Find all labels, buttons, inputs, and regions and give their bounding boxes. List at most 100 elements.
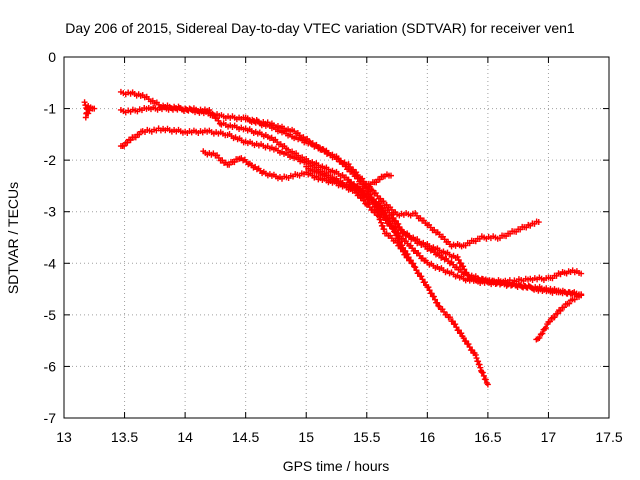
x-tick-label: 15.5 xyxy=(353,429,380,445)
series-trace-5 xyxy=(200,148,413,264)
data-point xyxy=(381,211,388,218)
data-point xyxy=(454,253,461,260)
x-tick-label: 13.5 xyxy=(111,429,138,445)
data-point xyxy=(455,257,462,264)
data-point xyxy=(428,290,435,297)
data-point xyxy=(425,284,432,291)
data-point xyxy=(388,172,394,179)
data-point xyxy=(551,314,558,321)
data-point xyxy=(391,226,398,233)
x-tick-label: 17 xyxy=(541,429,557,445)
series-trace-4 xyxy=(117,125,585,299)
series-layer xyxy=(81,88,585,388)
data-point xyxy=(404,251,411,258)
data-point xyxy=(397,239,404,246)
data-point xyxy=(394,232,401,239)
data-point xyxy=(402,247,409,254)
data-point xyxy=(379,222,386,229)
data-point xyxy=(535,219,542,226)
data-point xyxy=(457,260,464,267)
data-point xyxy=(378,219,385,226)
data-point xyxy=(482,376,489,383)
data-point xyxy=(460,263,467,270)
x-axis-title: GPS time / hours xyxy=(283,458,390,474)
data-point xyxy=(375,202,382,209)
data-point xyxy=(389,222,396,229)
y-tick-label: -2 xyxy=(44,152,57,168)
data-point xyxy=(378,205,385,212)
data-point xyxy=(81,99,88,106)
x-tick-label: 16.5 xyxy=(474,429,501,445)
data-point xyxy=(410,260,417,267)
data-point xyxy=(484,381,491,388)
data-point xyxy=(418,273,425,280)
data-point xyxy=(419,276,426,283)
x-tick-label: 17.5 xyxy=(595,429,622,445)
chart-title: Day 206 of 2015, Sidereal Day-to-day VTE… xyxy=(65,20,575,36)
data-point xyxy=(375,213,382,220)
data-point xyxy=(384,214,391,221)
data-point xyxy=(405,254,412,261)
data-point xyxy=(430,293,437,300)
x-tick-label: 13 xyxy=(56,429,72,445)
data-point xyxy=(313,141,320,148)
data-point xyxy=(479,369,486,376)
data-point xyxy=(124,139,131,146)
data-point xyxy=(473,355,480,362)
data-point xyxy=(578,270,585,277)
data-point xyxy=(381,226,388,233)
x-tick-label: 16 xyxy=(420,429,436,445)
data-point xyxy=(412,264,419,271)
data-point xyxy=(426,287,433,294)
data-point xyxy=(561,304,568,311)
data-point xyxy=(396,235,403,242)
y-axis-title: SDTVAR / TECUs xyxy=(5,182,21,294)
data-point xyxy=(447,314,454,321)
data-point xyxy=(477,364,484,371)
data-point xyxy=(475,358,482,365)
data-point xyxy=(536,334,543,341)
data-point xyxy=(578,292,585,299)
data-point xyxy=(460,335,467,342)
data-point xyxy=(421,279,428,286)
data-point xyxy=(407,257,414,264)
data-point xyxy=(121,142,128,149)
data-point xyxy=(400,244,407,251)
data-point xyxy=(539,330,546,337)
x-tick-label: 15 xyxy=(298,429,314,445)
x-tick-label: 14.5 xyxy=(232,429,259,445)
data-point xyxy=(380,198,387,205)
data-point xyxy=(455,327,462,334)
data-point xyxy=(476,361,483,368)
y-tick-label: -6 xyxy=(44,358,57,374)
grid xyxy=(64,57,609,418)
data-point xyxy=(541,325,548,332)
series-trace-8 xyxy=(345,176,491,388)
data-point xyxy=(453,324,460,331)
data-point xyxy=(91,105,98,112)
series-trace-1 xyxy=(81,99,98,121)
data-point xyxy=(434,299,441,306)
y-tick-label: 0 xyxy=(48,49,56,65)
data-point xyxy=(385,217,392,224)
data-point xyxy=(432,296,439,303)
data-point xyxy=(480,372,487,379)
data-point xyxy=(449,318,456,325)
data-point xyxy=(557,307,564,314)
y-tick-label: -7 xyxy=(44,410,57,426)
data-point xyxy=(469,347,476,354)
data-point xyxy=(465,341,472,348)
data-point xyxy=(415,270,422,277)
data-point xyxy=(413,267,420,274)
y-tick-label: -5 xyxy=(44,307,57,323)
y-tick-label: -3 xyxy=(44,204,57,220)
data-point xyxy=(452,321,459,328)
data-point xyxy=(463,338,470,345)
data-point xyxy=(566,300,573,307)
data-point xyxy=(546,318,553,325)
ticks: 13 13.5 14 14.5 15 15.5 16 16.5 17 17.5 0 -1 -2 -3 -4 -… xyxy=(44,49,623,445)
data-point xyxy=(543,324,550,331)
data-point xyxy=(458,330,465,337)
x-tick-label: 14 xyxy=(177,429,193,445)
